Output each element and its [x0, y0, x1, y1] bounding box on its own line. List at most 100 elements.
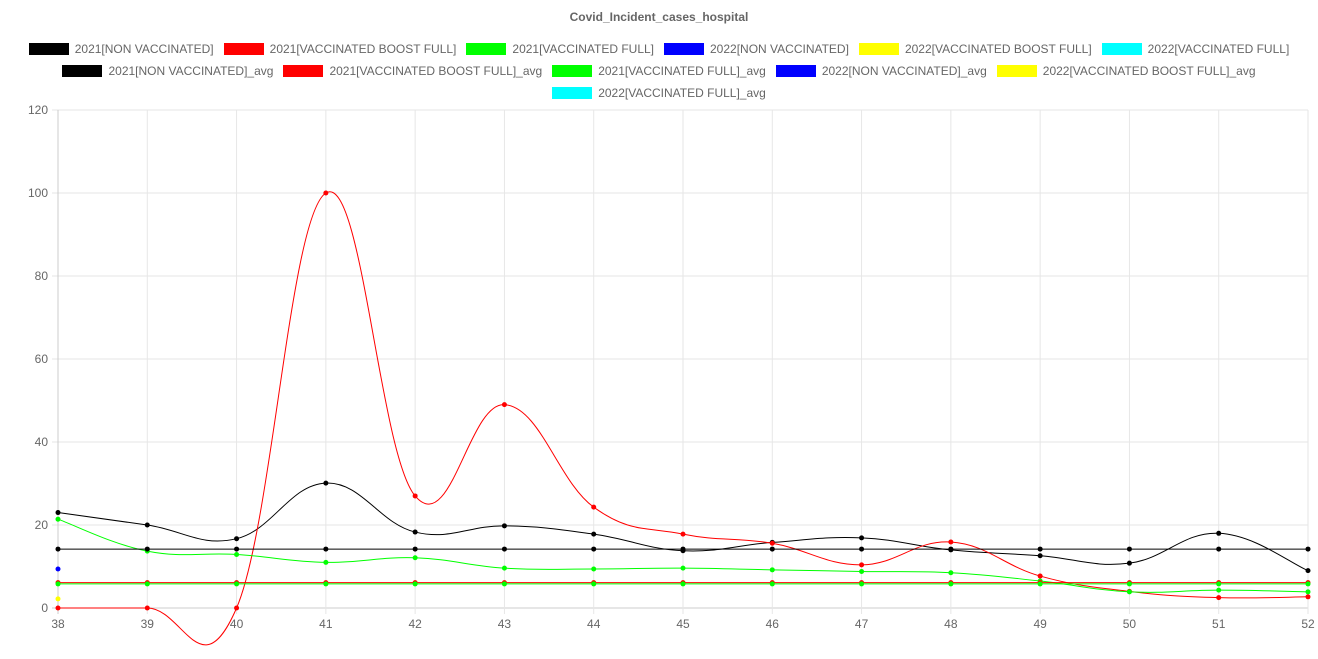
data-point — [501, 402, 507, 408]
data-point — [501, 523, 507, 529]
legend-swatch — [1101, 43, 1142, 55]
y-tick-label: 120 — [28, 103, 48, 117]
x-tick-label: 52 — [1301, 617, 1315, 631]
x-tick-label: 39 — [141, 617, 155, 631]
data-point — [55, 510, 61, 516]
data-point — [234, 536, 240, 542]
legend-label: 2022[NON VACCINATED]_avg — [821, 64, 987, 78]
data-point — [769, 540, 775, 546]
data-point — [859, 535, 865, 541]
x-tick-label: 49 — [1033, 617, 1047, 631]
legend-item[interactable]: 2022[NON VACCINATED]_avg — [775, 60, 987, 82]
data-point — [859, 581, 865, 587]
data-point — [144, 581, 150, 587]
data-point — [234, 546, 240, 552]
data-point — [680, 581, 686, 587]
series-line — [57, 191, 1309, 646]
legend-item[interactable]: 2021[NON VACCINATED] — [28, 38, 214, 60]
legend-item[interactable]: 2022[NON VACCINATED] — [664, 38, 849, 60]
data-point — [1126, 560, 1132, 566]
data-point — [859, 568, 865, 574]
data-point — [948, 570, 954, 576]
data-point — [1126, 581, 1132, 587]
y-tick-label: 80 — [35, 269, 49, 283]
data-point — [859, 546, 865, 552]
data-point — [769, 546, 775, 552]
legend-item[interactable]: 2021[VACCINATED BOOST FULL]_avg — [283, 60, 542, 82]
data-point — [591, 581, 597, 587]
data-point — [591, 531, 597, 537]
x-tick-label: 45 — [676, 617, 690, 631]
x-tick-label: 48 — [944, 617, 958, 631]
data-point — [55, 566, 61, 572]
x-tick-label: 46 — [766, 617, 780, 631]
y-tick-label: 40 — [35, 435, 49, 449]
data-point — [1305, 568, 1311, 574]
legend-swatch — [62, 65, 103, 77]
legend: 2021[NON VACCINATED] 2021[VACCINATED BOOS… — [10, 38, 1308, 104]
data-point — [948, 539, 954, 545]
legend-label: 2022[VACCINATED BOOST FULL]_avg — [1042, 64, 1256, 78]
data-point — [412, 546, 418, 552]
legend-label: 2021[VACCINATED FULL] — [512, 42, 654, 56]
y-tick-label: 20 — [35, 518, 49, 532]
data-point — [55, 605, 61, 611]
data-point — [591, 546, 597, 552]
legend-swatch — [858, 43, 899, 55]
legend-item[interactable]: 2021[VACCINATED BOOST FULL] — [223, 38, 457, 60]
legend-label: 2021[VACCINATED FULL]_avg — [598, 64, 766, 78]
legend-item[interactable]: 2022[VACCINATED FULL] — [1101, 38, 1289, 60]
legend-swatch — [28, 43, 69, 55]
data-point — [412, 555, 418, 561]
x-tick-label: 50 — [1123, 617, 1137, 631]
data-point — [591, 504, 597, 510]
y-tick-label: 0 — [41, 601, 48, 615]
legend-label: 2021[NON VACCINATED] — [74, 42, 214, 56]
data-point — [412, 581, 418, 587]
x-tick-label: 41 — [319, 617, 333, 631]
data-point — [1037, 581, 1043, 587]
x-tick-label: 42 — [408, 617, 422, 631]
data-point — [55, 596, 61, 602]
legend-item[interactable]: 2022[VACCINATED BOOST FULL] — [858, 38, 1092, 60]
data-point — [144, 546, 150, 552]
data-point — [1037, 573, 1043, 579]
x-tick-label: 51 — [1212, 617, 1226, 631]
legend-swatch — [664, 43, 704, 55]
legend-swatch — [283, 65, 324, 77]
legend-swatch — [996, 65, 1037, 77]
legend-label: 2021[VACCINATED BOOST FULL] — [269, 42, 457, 56]
data-point — [1037, 553, 1043, 559]
legend-swatch — [552, 65, 593, 77]
legend-item[interactable]: 2022[VACCINATED BOOST FULL]_avg — [996, 60, 1256, 82]
legend-item[interactable]: 2021[VACCINATED FULL] — [466, 38, 654, 60]
legend-swatch — [552, 87, 593, 99]
x-tick-label: 47 — [855, 617, 869, 631]
data-point — [1037, 546, 1043, 552]
data-point — [501, 581, 507, 587]
legend-label: 2022[VACCINATED BOOST FULL] — [904, 42, 1092, 56]
data-point — [234, 551, 240, 557]
legend-item[interactable]: 2021[VACCINATED FULL]_avg — [552, 60, 766, 82]
data-point — [1305, 594, 1311, 600]
legend-swatch — [223, 43, 264, 55]
x-tick-label: 44 — [587, 617, 601, 631]
legend-swatch — [466, 43, 507, 55]
legend-label: 2022[VACCINATED FULL]_avg — [598, 86, 766, 100]
data-point — [55, 581, 61, 587]
chart-title: Covid_Incident_cases_hospital — [569, 10, 749, 24]
data-point — [55, 546, 61, 552]
data-point — [501, 546, 507, 552]
data-point — [144, 605, 150, 611]
legend-item[interactable]: 2021[NON VACCINATED]_avg — [62, 60, 273, 82]
legend-item[interactable]: 2022[VACCINATED FULL]_avg — [552, 82, 766, 104]
data-point — [859, 562, 865, 568]
data-point — [55, 516, 61, 522]
data-point — [1216, 587, 1222, 593]
data-point — [680, 531, 686, 537]
data-point — [412, 529, 418, 535]
data-point — [769, 581, 775, 587]
legend-label: 2021[NON VACCINATED]_avg — [108, 64, 274, 78]
legend-swatch — [775, 65, 816, 77]
data-point — [323, 581, 329, 587]
